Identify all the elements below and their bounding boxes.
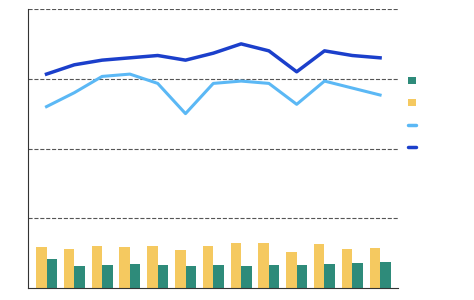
Bar xyxy=(36,247,46,288)
Bar xyxy=(230,243,241,288)
Bar xyxy=(91,246,102,288)
Bar xyxy=(130,264,140,288)
Bar xyxy=(203,246,213,288)
Bar xyxy=(213,265,224,288)
Bar xyxy=(64,249,74,288)
Legend: , , , : , , , xyxy=(406,74,419,154)
Bar xyxy=(258,243,269,288)
Bar xyxy=(175,250,185,288)
Bar xyxy=(380,262,391,288)
Bar xyxy=(314,244,325,288)
Bar xyxy=(102,265,113,288)
Bar xyxy=(241,266,252,288)
Bar xyxy=(325,264,335,288)
Bar xyxy=(370,248,380,288)
Bar xyxy=(297,265,307,288)
Bar xyxy=(119,247,130,288)
Bar xyxy=(46,259,57,288)
Bar xyxy=(286,252,297,288)
Bar xyxy=(269,265,280,288)
Bar xyxy=(185,266,196,288)
Bar xyxy=(74,266,85,288)
Bar xyxy=(342,249,352,288)
Bar xyxy=(147,246,158,288)
Bar xyxy=(352,263,363,288)
Bar xyxy=(158,265,168,288)
